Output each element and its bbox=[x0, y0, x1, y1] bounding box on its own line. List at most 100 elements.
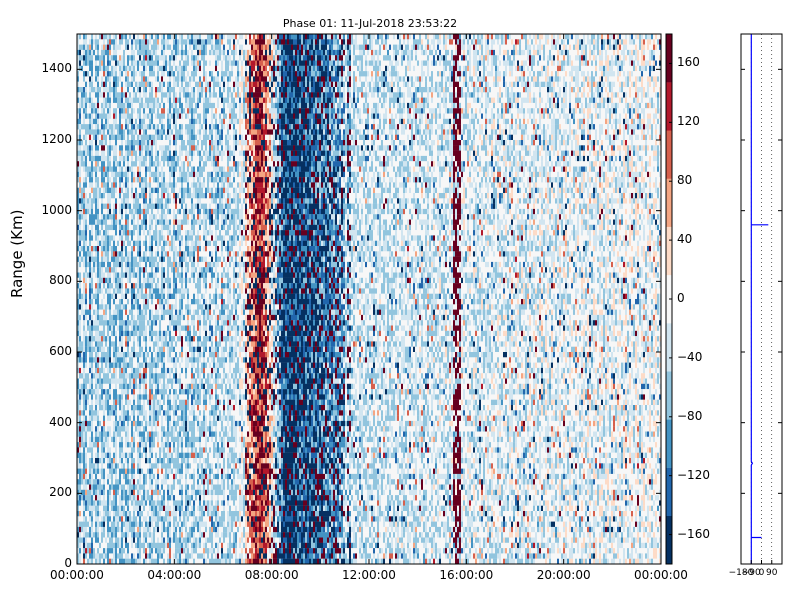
heatmap-cell bbox=[89, 357, 91, 362]
heatmap-cell bbox=[83, 474, 85, 479]
heatmap-cell bbox=[161, 442, 163, 447]
heatmap-cell bbox=[103, 442, 105, 447]
heatmap-cell bbox=[165, 379, 167, 384]
heatmap-cell bbox=[101, 400, 103, 405]
heatmap-cell bbox=[161, 119, 163, 124]
heatmap-cell bbox=[171, 119, 173, 124]
heatmap-cell bbox=[151, 76, 153, 81]
heatmap-cell bbox=[101, 363, 103, 368]
heatmap-cell bbox=[119, 76, 121, 81]
heatmap-cell bbox=[153, 363, 155, 368]
heatmap-cell bbox=[135, 432, 137, 437]
heatmap-cell bbox=[83, 490, 85, 495]
heatmap-cell bbox=[117, 267, 119, 272]
heatmap-cell bbox=[129, 304, 131, 309]
heatmap-cell bbox=[159, 479, 161, 484]
heatmap-cell bbox=[125, 241, 127, 246]
heatmap-cell bbox=[121, 527, 123, 532]
heatmap-cell bbox=[113, 246, 115, 251]
heatmap-cell bbox=[125, 145, 127, 150]
heatmap-cell bbox=[81, 495, 83, 500]
heatmap-cell bbox=[89, 230, 91, 235]
heatmap-cell bbox=[123, 204, 125, 209]
heatmap-cell bbox=[109, 331, 111, 336]
heatmap-cell bbox=[157, 114, 159, 119]
heatmap-cell bbox=[125, 230, 127, 235]
heatmap-cell bbox=[111, 373, 113, 378]
heatmap-cell bbox=[133, 177, 135, 182]
heatmap-cell bbox=[83, 400, 85, 405]
heatmap-cell bbox=[113, 500, 115, 505]
heatmap-cell bbox=[87, 204, 89, 209]
heatmap-cell bbox=[147, 336, 149, 341]
heatmap-cell bbox=[103, 384, 105, 389]
heatmap-cell bbox=[91, 553, 93, 558]
heatmap-cell bbox=[169, 326, 171, 331]
heatmap-cell bbox=[117, 283, 119, 288]
heatmap-cell bbox=[133, 198, 135, 203]
heatmap-cell bbox=[113, 145, 115, 150]
heatmap-cell bbox=[131, 516, 133, 521]
heatmap-cell bbox=[137, 315, 139, 320]
heatmap-cell bbox=[149, 400, 151, 405]
heatmap-cell bbox=[171, 559, 173, 564]
heatmap-cell bbox=[105, 124, 107, 129]
heatmap-cell bbox=[79, 331, 81, 336]
heatmap-cell bbox=[127, 437, 129, 442]
heatmap-cell bbox=[103, 103, 105, 108]
heatmap-cell bbox=[127, 479, 129, 484]
heatmap-cell bbox=[87, 310, 89, 315]
heatmap-cell bbox=[89, 442, 91, 447]
heatmap-cell bbox=[93, 39, 95, 44]
heatmap-cell bbox=[155, 235, 157, 240]
heatmap-cell bbox=[93, 220, 95, 225]
heatmap-cell bbox=[145, 379, 147, 384]
heatmap-cell bbox=[91, 437, 93, 442]
heatmap-cell bbox=[123, 394, 125, 399]
heatmap-cell bbox=[87, 538, 89, 543]
heatmap-cell bbox=[167, 235, 169, 240]
heatmap-cell bbox=[121, 304, 123, 309]
heatmap-cell bbox=[135, 421, 137, 426]
heatmap-cell bbox=[147, 368, 149, 373]
heatmap-cell bbox=[87, 257, 89, 262]
heatmap-cell bbox=[135, 87, 137, 92]
heatmap-cell bbox=[89, 522, 91, 527]
heatmap-cell bbox=[161, 437, 163, 442]
heatmap-cell bbox=[79, 151, 81, 156]
heatmap-cell bbox=[111, 368, 113, 373]
heatmap-cell bbox=[107, 326, 109, 331]
heatmap-cell bbox=[171, 61, 173, 66]
heatmap-cell bbox=[95, 50, 97, 55]
heatmap-cell bbox=[169, 273, 171, 278]
heatmap-cell bbox=[159, 55, 161, 60]
heatmap-cell bbox=[81, 98, 83, 103]
heatmap-cell bbox=[141, 320, 143, 325]
heatmap-cell bbox=[97, 527, 99, 532]
heatmap-cell bbox=[83, 548, 85, 553]
heatmap-cell bbox=[105, 294, 107, 299]
heatmap-cell bbox=[131, 103, 133, 108]
heatmap-cell bbox=[129, 326, 131, 331]
heatmap-cell bbox=[107, 294, 109, 299]
heatmap-cell bbox=[115, 209, 117, 214]
heatmap-cell bbox=[111, 347, 113, 352]
heatmap-cell bbox=[151, 442, 153, 447]
heatmap-cell bbox=[91, 453, 93, 458]
heatmap-cell bbox=[89, 124, 91, 129]
heatmap-cell bbox=[115, 92, 117, 97]
heatmap-cell bbox=[91, 538, 93, 543]
heatmap-cell bbox=[87, 198, 89, 203]
heatmap-cell bbox=[167, 119, 169, 124]
heatmap-cell bbox=[91, 55, 93, 60]
heatmap-cell bbox=[133, 516, 135, 521]
heatmap-cell bbox=[103, 479, 105, 484]
heatmap-cell bbox=[155, 220, 157, 225]
heatmap-cell bbox=[173, 405, 175, 410]
heatmap-cell bbox=[131, 522, 133, 527]
heatmap-cell bbox=[131, 421, 133, 426]
heatmap-cell bbox=[99, 516, 101, 521]
heatmap-cell bbox=[131, 379, 133, 384]
heatmap-cell bbox=[119, 50, 121, 55]
heatmap-cell bbox=[101, 257, 103, 262]
